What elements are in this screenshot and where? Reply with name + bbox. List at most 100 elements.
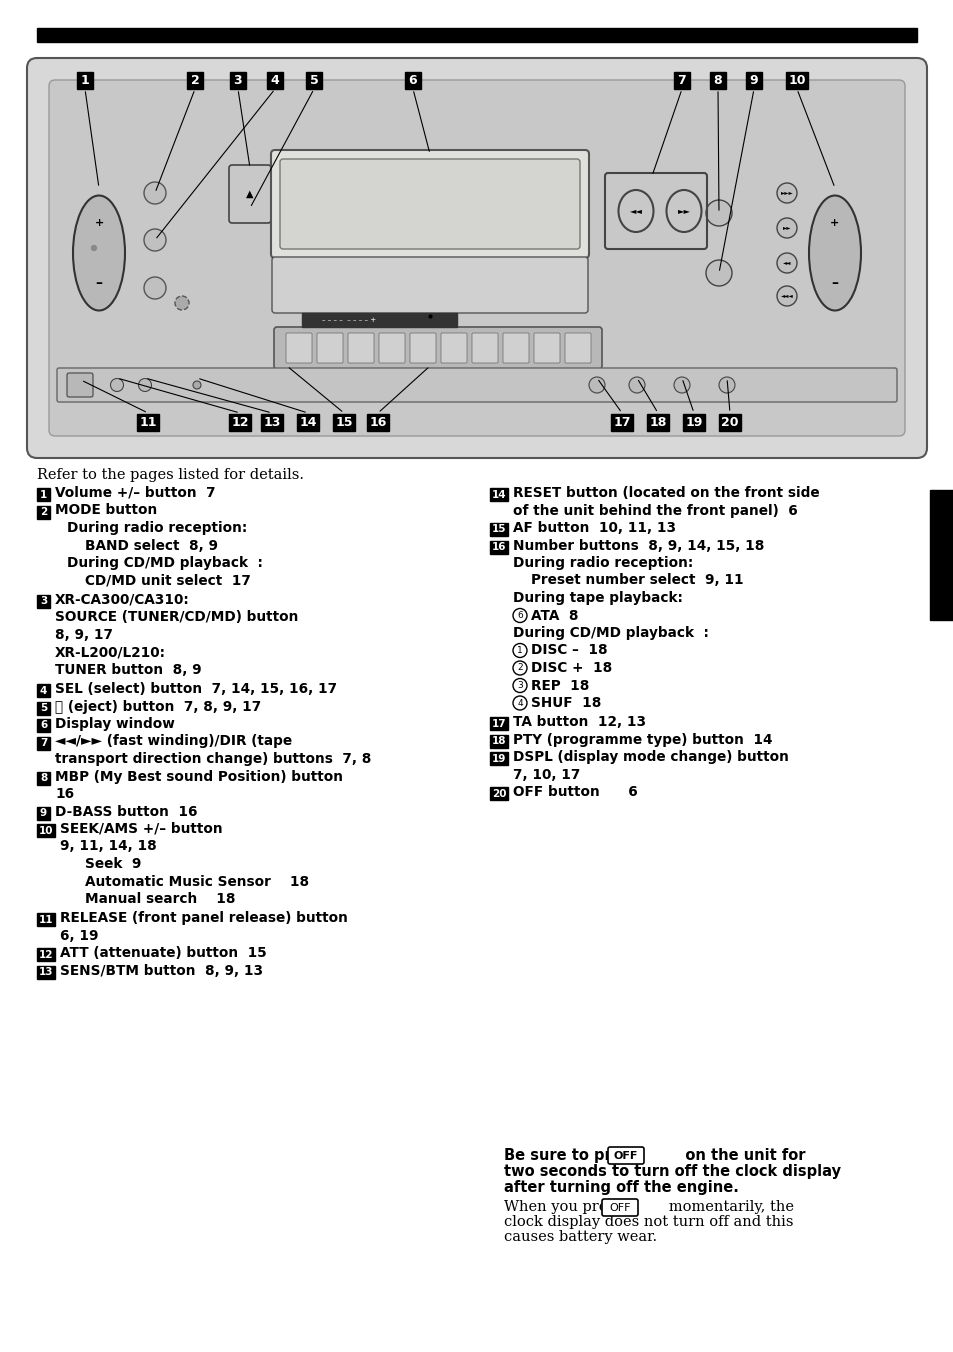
- FancyBboxPatch shape: [271, 150, 588, 258]
- Text: 3: 3: [40, 596, 47, 606]
- Text: 10: 10: [787, 73, 805, 87]
- Text: 13: 13: [39, 967, 53, 977]
- Bar: [37, 488, 50, 502]
- Text: 9, 11, 14, 18: 9, 11, 14, 18: [60, 840, 156, 853]
- Text: REP  18: REP 18: [531, 679, 589, 692]
- Text: ATT (attenuate) button  15: ATT (attenuate) button 15: [60, 946, 267, 960]
- Text: ◄◄: ◄◄: [629, 207, 641, 215]
- FancyBboxPatch shape: [607, 1146, 643, 1164]
- Text: 8: 8: [40, 773, 47, 783]
- Text: RESET button (located on the front side: RESET button (located on the front side: [513, 485, 819, 500]
- Ellipse shape: [144, 228, 166, 251]
- Text: 19: 19: [684, 415, 702, 429]
- Text: 3: 3: [517, 681, 522, 690]
- Text: 3: 3: [233, 73, 242, 87]
- Ellipse shape: [91, 246, 96, 250]
- Circle shape: [513, 644, 526, 657]
- Text: 4: 4: [40, 685, 47, 695]
- Bar: [719, 414, 740, 430]
- Text: of the unit behind the front panel)  6: of the unit behind the front panel) 6: [513, 503, 797, 518]
- FancyBboxPatch shape: [472, 333, 497, 362]
- Bar: [745, 72, 761, 88]
- FancyBboxPatch shape: [286, 333, 312, 362]
- Text: ◄◄: ◄◄: [781, 261, 790, 265]
- Circle shape: [513, 661, 526, 675]
- Bar: [267, 72, 283, 88]
- Text: 20: 20: [491, 788, 506, 799]
- Text: 2: 2: [191, 73, 199, 87]
- FancyBboxPatch shape: [49, 80, 904, 435]
- Bar: [929, 489, 953, 621]
- Text: 1: 1: [81, 73, 90, 87]
- Bar: [230, 72, 246, 88]
- Text: 17: 17: [491, 719, 506, 729]
- Bar: [646, 414, 668, 430]
- Text: 13: 13: [263, 415, 280, 429]
- Text: XR-CA300/CA310:: XR-CA300/CA310:: [55, 592, 190, 607]
- Ellipse shape: [776, 218, 796, 238]
- FancyBboxPatch shape: [229, 165, 271, 223]
- FancyBboxPatch shape: [564, 333, 590, 362]
- Text: –: –: [95, 276, 102, 289]
- Text: 1: 1: [517, 646, 522, 654]
- Text: 6: 6: [408, 73, 416, 87]
- Bar: [302, 314, 456, 327]
- Bar: [405, 72, 420, 88]
- Text: 7: 7: [677, 73, 685, 87]
- FancyBboxPatch shape: [601, 1199, 638, 1215]
- Ellipse shape: [144, 183, 166, 204]
- Ellipse shape: [144, 277, 166, 299]
- Text: 6, 19: 6, 19: [60, 929, 98, 942]
- Text: OFF: OFF: [609, 1203, 630, 1213]
- Text: 11: 11: [139, 415, 156, 429]
- Circle shape: [513, 696, 526, 710]
- FancyBboxPatch shape: [272, 257, 587, 314]
- Bar: [610, 414, 633, 430]
- Text: +: +: [94, 218, 104, 228]
- Bar: [187, 72, 203, 88]
- Bar: [37, 719, 50, 731]
- Text: TUNER button  8, 9: TUNER button 8, 9: [55, 662, 201, 677]
- Text: 1: 1: [40, 489, 47, 499]
- Ellipse shape: [111, 379, 123, 392]
- Ellipse shape: [808, 196, 861, 311]
- Ellipse shape: [673, 377, 689, 393]
- Bar: [37, 702, 50, 714]
- Text: 8, 9, 17: 8, 9, 17: [55, 627, 112, 642]
- Text: ATA  8: ATA 8: [531, 608, 578, 622]
- Text: D-BASS button  16: D-BASS button 16: [55, 804, 197, 818]
- Text: 17: 17: [613, 415, 630, 429]
- Bar: [261, 414, 283, 430]
- Text: –: –: [831, 276, 838, 289]
- Text: +: +: [829, 218, 839, 228]
- Text: ⌶ (eject) button  7, 8, 9, 17: ⌶ (eject) button 7, 8, 9, 17: [55, 699, 261, 714]
- Bar: [37, 684, 50, 698]
- Text: 15: 15: [491, 525, 506, 534]
- Bar: [367, 414, 389, 430]
- FancyBboxPatch shape: [348, 333, 374, 362]
- Text: CD/MD unit select  17: CD/MD unit select 17: [85, 573, 251, 588]
- Bar: [490, 787, 507, 800]
- Text: RELEASE (front panel release) button: RELEASE (front panel release) button: [60, 911, 348, 925]
- Text: ►►: ►►: [677, 207, 690, 215]
- Ellipse shape: [776, 183, 796, 203]
- FancyBboxPatch shape: [316, 333, 343, 362]
- Text: BAND select  8, 9: BAND select 8, 9: [85, 538, 218, 553]
- Bar: [37, 506, 50, 519]
- Text: SHUF  18: SHUF 18: [531, 696, 600, 710]
- Ellipse shape: [776, 253, 796, 273]
- FancyBboxPatch shape: [502, 333, 529, 362]
- Text: 6: 6: [517, 611, 522, 621]
- Text: clock display does not turn off and this: clock display does not turn off and this: [503, 1215, 793, 1229]
- Text: 8: 8: [713, 73, 721, 87]
- Text: 16: 16: [491, 542, 506, 552]
- Text: Be sure to press         on the unit for: Be sure to press on the unit for: [503, 1148, 804, 1163]
- Text: Number buttons  8, 9, 14, 15, 18: Number buttons 8, 9, 14, 15, 18: [513, 538, 763, 553]
- Text: 9: 9: [40, 808, 47, 818]
- Bar: [37, 913, 55, 926]
- FancyBboxPatch shape: [274, 327, 601, 369]
- Text: MODE button: MODE button: [55, 503, 157, 518]
- Bar: [37, 965, 55, 979]
- Text: Display window: Display window: [55, 717, 174, 731]
- Ellipse shape: [628, 377, 644, 393]
